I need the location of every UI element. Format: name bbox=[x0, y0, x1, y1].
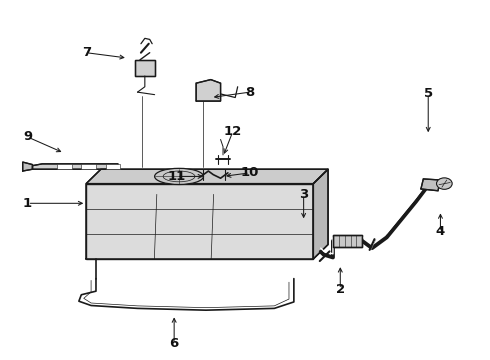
Polygon shape bbox=[86, 184, 314, 259]
Text: 6: 6 bbox=[170, 337, 179, 350]
Polygon shape bbox=[57, 164, 72, 169]
Text: 4: 4 bbox=[436, 225, 445, 238]
Text: 10: 10 bbox=[241, 166, 259, 179]
Polygon shape bbox=[314, 169, 328, 259]
Text: 8: 8 bbox=[245, 86, 254, 99]
Circle shape bbox=[437, 178, 452, 189]
Text: 2: 2 bbox=[336, 283, 345, 296]
Polygon shape bbox=[81, 164, 96, 169]
Text: 11: 11 bbox=[168, 170, 186, 183]
Ellipse shape bbox=[155, 168, 203, 184]
Polygon shape bbox=[32, 164, 118, 169]
Text: 9: 9 bbox=[23, 130, 32, 144]
Polygon shape bbox=[86, 169, 328, 184]
Text: 3: 3 bbox=[299, 188, 308, 201]
Polygon shape bbox=[421, 179, 441, 191]
Text: 5: 5 bbox=[424, 87, 433, 100]
Polygon shape bbox=[23, 162, 32, 171]
Text: 7: 7 bbox=[82, 46, 91, 59]
Text: 1: 1 bbox=[23, 197, 32, 210]
Polygon shape bbox=[333, 235, 362, 247]
Polygon shape bbox=[106, 164, 121, 169]
Polygon shape bbox=[196, 80, 220, 101]
Text: 12: 12 bbox=[223, 125, 242, 138]
Polygon shape bbox=[135, 60, 155, 76]
